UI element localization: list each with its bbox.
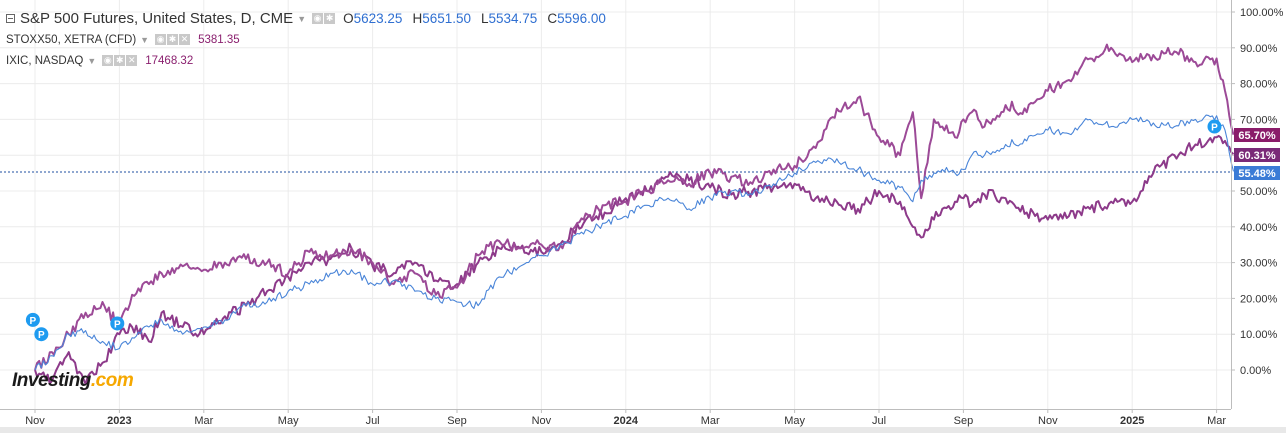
y-tick-label: 100.00%	[1240, 7, 1284, 19]
last-value-tag-ixic: 60.31%	[1234, 148, 1280, 162]
x-tick-label: May	[278, 415, 299, 427]
tag-background	[1234, 166, 1280, 180]
x-tick-label: Jul	[366, 415, 380, 427]
x-tick-label: Sep	[954, 415, 974, 427]
y-tick-label: 90.00%	[1240, 43, 1278, 55]
visibility-icon[interactable]: ◉	[155, 34, 167, 45]
x-tick-label: May	[784, 415, 805, 427]
series	[34, 43, 1235, 386]
plot-background	[0, 0, 1231, 409]
tag-background	[1234, 148, 1280, 162]
x-tick-label: Jul	[872, 415, 886, 427]
ixic-last-value: 17468.32	[145, 54, 194, 67]
legend-ixic: IXIC, NASDAQ ▼ ◉ ✱ ✕ 17468.32	[6, 50, 616, 71]
x-tick-label: Nov	[25, 415, 45, 427]
y-tick-label: 70.00%	[1240, 114, 1278, 126]
event-marker-dot	[1207, 119, 1222, 134]
low-label: L	[481, 11, 489, 26]
x-tick-label: Mar	[1207, 415, 1226, 427]
settings-icon[interactable]: ✱	[167, 34, 179, 45]
logo-text: Investing	[12, 370, 91, 391]
investing-logo: Investing.com	[12, 370, 134, 392]
close-icon[interactable]: ✕	[126, 55, 138, 66]
ohlc-open: O5623.25	[343, 11, 402, 26]
event-marker[interactable]: P	[1207, 119, 1222, 134]
series-tools: ◉ ✱ ✕	[102, 55, 138, 66]
main-series-title[interactable]: S&P 500 Futures, United States, D, CME	[20, 10, 294, 27]
x-tick-label: Mar	[701, 415, 720, 427]
tag-label: 55.48%	[1238, 168, 1276, 180]
chevron-down-icon[interactable]: ▼	[87, 55, 97, 66]
y-tick-label: 10.00%	[1240, 329, 1278, 341]
ixic-title[interactable]: IXIC, NASDAQ	[6, 54, 84, 67]
chevron-down-icon[interactable]: ▼	[297, 13, 307, 24]
open-value: 5623.25	[353, 11, 403, 26]
grid	[0, 0, 1231, 409]
ohlc-high: H5651.50	[412, 11, 471, 26]
close-icon[interactable]: ✕	[179, 34, 191, 45]
series-tools: ◉ ✱ ✕	[155, 34, 191, 45]
stoxx-last-value: 5381.35	[198, 33, 240, 46]
close-label: C	[547, 11, 558, 26]
event-marker-dot	[34, 327, 49, 342]
event-marker[interactable]: P	[34, 327, 49, 342]
last-value-tag-stoxx: 65.70%	[1234, 128, 1280, 142]
series-tools: ◉ ✱	[312, 13, 336, 24]
high-label: H	[412, 11, 423, 26]
x-tick-label: 2024	[614, 415, 639, 427]
visibility-icon[interactable]: ◉	[312, 13, 324, 24]
ohlc-close: C5596.00	[547, 11, 606, 26]
bottom-scrollbar[interactable]	[0, 427, 1286, 433]
visibility-icon[interactable]: ◉	[102, 55, 114, 66]
x-tick-label: Nov	[532, 415, 552, 427]
low-value: 5534.75	[488, 11, 538, 26]
x-tick-label: Mar	[194, 415, 213, 427]
last-value-tag-sp500: 55.48%	[1234, 166, 1280, 180]
y-tick-label: 30.00%	[1240, 258, 1278, 270]
collapse-icon[interactable]	[6, 14, 15, 23]
tag-label: 65.70%	[1238, 130, 1276, 142]
event-marker-dot	[110, 316, 125, 331]
tag-label: 60.31%	[1238, 150, 1276, 162]
series-line-sp500	[34, 114, 1235, 371]
x-tick-label: 2023	[107, 415, 131, 427]
y-tick-label: 20.00%	[1240, 293, 1278, 305]
tag-background	[1234, 128, 1280, 142]
x-tick-label: Sep	[447, 415, 467, 427]
event-marker[interactable]: P	[25, 312, 40, 327]
event-marker-letter: P	[114, 319, 121, 330]
x-tick-label: 2025	[1120, 415, 1144, 427]
ohlc-low: L5534.75	[481, 11, 537, 26]
event-marker-dot	[25, 312, 40, 327]
chevron-down-icon[interactable]: ▼	[140, 34, 150, 45]
legend-main: S&P 500 Futures, United States, D, CME ▼…	[6, 8, 616, 29]
logo-suffix: .com	[90, 370, 134, 391]
event-marker-letter: P	[30, 316, 37, 327]
settings-icon[interactable]: ✱	[114, 55, 126, 66]
y-tick-label: 80.00%	[1240, 79, 1278, 91]
y-tick-label: 0.00%	[1240, 365, 1271, 377]
settings-icon[interactable]: ✱	[324, 13, 336, 24]
close-value: 5596.00	[557, 11, 606, 26]
event-marker-letter: P	[38, 330, 45, 341]
legend-stoxx: STOXX50, XETRA (CFD) ▼ ◉ ✱ ✕ 5381.35	[6, 29, 616, 50]
series-line-stoxx	[34, 43, 1235, 371]
open-label: O	[343, 11, 354, 26]
event-marker[interactable]: P	[110, 316, 125, 331]
y-tick-label: 50.00%	[1240, 186, 1278, 198]
x-axis: Nov 2023 Mar May Jul Sep Nov 2024 Mar May Jul Sep No…	[25, 409, 1226, 427]
x-tick-label: Nov	[1038, 415, 1058, 427]
y-axis: 100.00%90.00%80.00%70.00%60.00%50.00%40.…	[1231, 7, 1284, 377]
high-value: 5651.50	[422, 11, 471, 26]
event-marker-letter: P	[1211, 123, 1218, 134]
stoxx-title[interactable]: STOXX50, XETRA (CFD)	[6, 33, 137, 46]
y-tick-label: 40.00%	[1240, 222, 1278, 234]
legend: S&P 500 Futures, United States, D, CME ▼…	[6, 8, 616, 71]
last-value-tags: 65.70% 60.31% 55.48%	[1234, 128, 1280, 180]
